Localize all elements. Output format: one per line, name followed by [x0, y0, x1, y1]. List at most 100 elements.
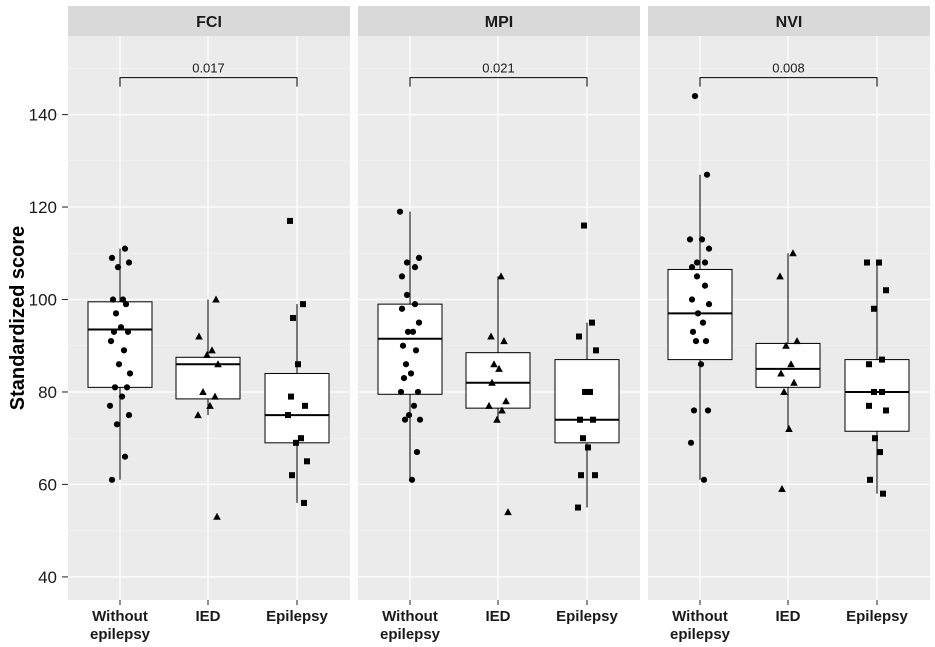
data-point-triangle: [793, 337, 801, 345]
data-point-square: [864, 259, 870, 266]
x-tick-label: IED: [195, 608, 220, 625]
box-iqr: [87, 301, 153, 388]
box-iqr: [264, 372, 330, 444]
data-point-circle: [109, 296, 117, 303]
y-tick-label: 140: [29, 106, 57, 125]
x-tick-label-line: epilepsy: [90, 626, 151, 643]
data-point-circle: [701, 282, 709, 289]
data-point-triangle: [211, 392, 219, 400]
data-point-circle: [416, 416, 424, 423]
data-point-circle: [705, 301, 713, 308]
data-point-square: [585, 444, 591, 451]
facet-strip: [358, 6, 640, 36]
data-point-circle: [701, 259, 709, 266]
facet-strip: [68, 6, 350, 36]
data-point-circle: [111, 384, 119, 391]
p-value-label: 0.008: [772, 61, 805, 76]
x-tick-label: Without epilepsy: [670, 608, 731, 643]
data-point-square: [880, 490, 886, 497]
y-tick-label: 100: [29, 291, 57, 310]
data-point-circle: [692, 338, 700, 345]
x-tick-label-line: IED: [195, 608, 220, 625]
facet-strip: [648, 6, 930, 36]
data-point-square: [581, 222, 587, 229]
data-point-circle: [125, 411, 133, 419]
data-point-triangle: [493, 415, 501, 423]
x-tick-label-line: IED: [485, 608, 510, 625]
data-point-square: [582, 388, 588, 395]
significance-bracket: [409, 77, 588, 87]
x-tick-label: Without epilepsy: [90, 608, 151, 643]
data-point-circle: [404, 328, 412, 335]
data-point-circle: [118, 393, 126, 400]
data-point-triangle: [485, 401, 493, 409]
data-point-square: [877, 449, 883, 456]
data-point-triangle: [487, 332, 495, 340]
facet-title: NVI: [776, 14, 803, 31]
data-point-square: [287, 217, 293, 224]
data-point-circle: [415, 319, 423, 326]
data-point-circle: [398, 305, 406, 312]
y-tick-label: 120: [29, 198, 57, 217]
data-point-circle: [106, 402, 114, 409]
y-axis-title: Standardized score: [7, 226, 29, 411]
data-point-circle: [687, 439, 695, 446]
data-point-circle: [411, 301, 419, 308]
data-point-circle: [704, 407, 712, 414]
data-point-triangle: [785, 424, 793, 432]
x-tick-label-line: IED: [775, 608, 800, 625]
x-tick-label: Without epilepsy: [380, 608, 441, 643]
data-point-circle: [415, 254, 423, 262]
data-point-square: [879, 388, 885, 395]
data-point-square: [590, 416, 596, 423]
box-iqr: [465, 352, 531, 409]
x-tick-label: Epilepsy: [556, 608, 618, 625]
y-tick-label: 40: [38, 568, 57, 587]
data-point-circle: [694, 310, 702, 317]
data-point-square: [290, 315, 296, 321]
data-point-circle: [693, 273, 701, 280]
data-point-square: [587, 388, 593, 395]
data-point-square: [879, 356, 885, 363]
data-point-square: [872, 435, 878, 442]
data-point-circle: [408, 476, 416, 483]
data-point-triangle: [213, 512, 221, 520]
data-point-circle: [110, 328, 118, 335]
data-point-triangle: [488, 378, 496, 386]
data-point-circle: [686, 236, 694, 243]
data-point-triangle: [495, 364, 503, 372]
data-point-triangle: [500, 337, 508, 345]
data-point-circle: [396, 208, 404, 215]
data-point-square: [578, 472, 584, 479]
y-tick-label: 60: [38, 475, 57, 494]
data-point-circle: [414, 388, 422, 396]
data-point-circle: [107, 338, 115, 345]
data-point-circle: [697, 361, 705, 368]
data-point-circle: [413, 448, 421, 456]
data-point-square: [866, 361, 872, 368]
data-point-square: [883, 407, 889, 414]
data-point-circle: [115, 361, 123, 368]
data-point-circle: [124, 328, 132, 335]
data-point-triangle: [206, 401, 214, 409]
data-point-triangle: [778, 485, 786, 493]
data-point-circle: [121, 453, 129, 460]
data-point-square: [871, 388, 877, 395]
data-point-circle: [705, 245, 713, 252]
x-tick-label: Epilepsy: [266, 608, 328, 625]
data-point-triangle: [199, 387, 207, 395]
p-value-label: 0.017: [192, 61, 225, 76]
data-point-square: [304, 458, 310, 465]
data-point-circle: [398, 273, 406, 280]
data-point-circle: [689, 328, 697, 335]
box-iqr: [554, 359, 620, 444]
data-point-square: [580, 435, 586, 442]
data-point-triangle: [780, 387, 788, 395]
data-point-circle: [698, 236, 706, 243]
data-point-square: [871, 305, 877, 312]
box-iqr: [755, 342, 821, 388]
data-point-circle: [403, 291, 411, 298]
data-point-circle: [113, 421, 121, 428]
